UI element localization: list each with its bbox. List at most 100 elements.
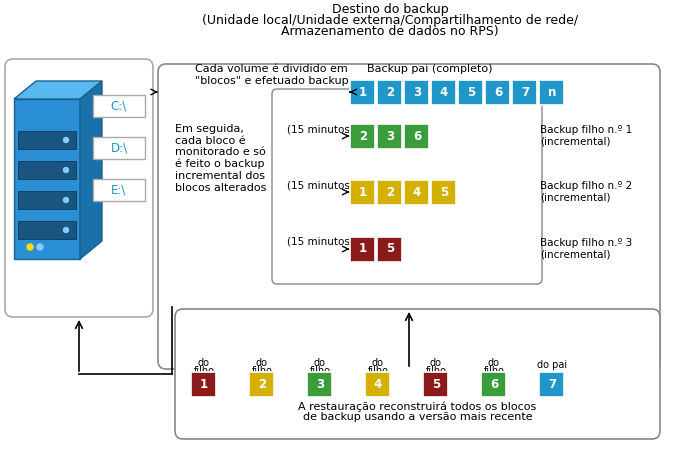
Text: filho: filho [426, 366, 447, 377]
Text: 1: 1 [359, 242, 367, 255]
Circle shape [64, 198, 68, 202]
Text: 3: 3 [413, 85, 421, 98]
Text: do: do [256, 357, 268, 367]
FancyBboxPatch shape [404, 180, 429, 204]
Text: Backup filho n.º 3
(incremental): Backup filho n.º 3 (incremental) [540, 238, 632, 260]
Circle shape [37, 244, 43, 250]
FancyBboxPatch shape [540, 79, 565, 105]
Circle shape [27, 244, 33, 250]
Text: do: do [314, 357, 326, 367]
Text: (15 minutos): (15 minutos) [287, 237, 354, 247]
Text: n.º 1: n.º 1 [483, 375, 506, 386]
Text: n.º 3: n.º 3 [192, 375, 215, 386]
Text: filho: filho [368, 366, 389, 377]
FancyBboxPatch shape [93, 179, 145, 201]
Text: 4: 4 [413, 185, 421, 198]
FancyBboxPatch shape [18, 221, 76, 239]
Text: Armazenamento de dados no RPS): Armazenamento de dados no RPS) [281, 25, 499, 38]
Text: 6: 6 [494, 85, 502, 98]
FancyBboxPatch shape [540, 371, 565, 396]
FancyBboxPatch shape [272, 89, 542, 284]
Text: 7: 7 [521, 85, 529, 98]
Text: n.º 2: n.º 2 [366, 375, 390, 386]
Text: n.º 2: n.º 2 [250, 375, 274, 386]
Circle shape [64, 167, 68, 172]
FancyBboxPatch shape [378, 79, 403, 105]
Text: Em seguida,
cada bloco é
monitorado e só
é feito o backup
incremental dos
blocos: Em seguida, cada bloco é monitorado e só… [175, 124, 266, 193]
FancyBboxPatch shape [5, 59, 153, 317]
Text: n.º 1: n.º 1 [309, 375, 332, 386]
Text: do pai: do pai [537, 360, 567, 370]
FancyBboxPatch shape [366, 371, 391, 396]
Text: filho: filho [251, 366, 273, 377]
Text: 5: 5 [440, 185, 448, 198]
FancyBboxPatch shape [351, 237, 376, 261]
FancyBboxPatch shape [18, 161, 76, 179]
Text: 6: 6 [413, 129, 421, 142]
FancyBboxPatch shape [378, 237, 403, 261]
Text: 2: 2 [386, 85, 394, 98]
Text: 5: 5 [386, 242, 394, 255]
Text: 5: 5 [432, 378, 440, 391]
FancyBboxPatch shape [351, 180, 376, 204]
FancyBboxPatch shape [250, 371, 274, 396]
FancyBboxPatch shape [404, 79, 429, 105]
Text: 1: 1 [200, 378, 208, 391]
Text: (Unidade local/Unidade externa/Compartilhamento de rede/: (Unidade local/Unidade externa/Compartil… [202, 14, 578, 27]
Text: 7: 7 [548, 378, 556, 391]
Text: 2: 2 [359, 129, 367, 142]
FancyBboxPatch shape [512, 79, 538, 105]
Text: Cada volume é dividido em
"blocos" e efetuado backup: Cada volume é dividido em "blocos" e efe… [195, 64, 349, 86]
Text: C:\: C:\ [111, 100, 127, 113]
Text: do: do [198, 357, 210, 367]
Text: 1: 1 [359, 185, 367, 198]
Text: E:\: E:\ [111, 184, 127, 197]
FancyBboxPatch shape [93, 137, 145, 159]
Text: 1: 1 [359, 85, 367, 98]
Text: 4: 4 [440, 85, 448, 98]
Text: n.º 3: n.º 3 [424, 375, 447, 386]
Text: filho: filho [483, 366, 504, 377]
Text: 2: 2 [258, 378, 266, 391]
Text: do: do [372, 357, 384, 367]
Text: 3: 3 [386, 129, 394, 142]
FancyBboxPatch shape [175, 309, 660, 439]
Text: Backup filho n.º 2
(incremental): Backup filho n.º 2 (incremental) [540, 181, 632, 203]
Text: 4: 4 [374, 378, 382, 391]
Polygon shape [14, 81, 102, 99]
Text: 3: 3 [316, 378, 324, 391]
FancyBboxPatch shape [378, 123, 403, 149]
Text: Destino do backup: Destino do backup [332, 3, 448, 16]
Text: 6: 6 [490, 378, 498, 391]
FancyBboxPatch shape [351, 79, 376, 105]
FancyBboxPatch shape [307, 371, 332, 396]
Text: Backup pai (completo): Backup pai (completo) [367, 64, 493, 74]
FancyBboxPatch shape [485, 79, 510, 105]
FancyBboxPatch shape [158, 64, 660, 369]
Text: A restauração reconstruirá todos os blocos: A restauração reconstruirá todos os bloc… [299, 401, 537, 412]
Text: D:\: D:\ [110, 141, 127, 154]
FancyBboxPatch shape [18, 191, 76, 209]
Text: do: do [430, 357, 442, 367]
Text: (15 minutos): (15 minutos) [287, 124, 354, 134]
FancyBboxPatch shape [458, 79, 483, 105]
FancyBboxPatch shape [18, 131, 76, 149]
FancyBboxPatch shape [93, 95, 145, 117]
Text: (15 minutos): (15 minutos) [287, 180, 354, 190]
Text: 5: 5 [467, 85, 475, 98]
FancyBboxPatch shape [404, 123, 429, 149]
FancyBboxPatch shape [14, 99, 80, 259]
Circle shape [64, 137, 68, 142]
FancyBboxPatch shape [192, 371, 217, 396]
FancyBboxPatch shape [431, 79, 456, 105]
FancyBboxPatch shape [481, 371, 506, 396]
Text: do: do [488, 357, 500, 367]
Text: filho: filho [194, 366, 215, 377]
Text: 2: 2 [386, 185, 394, 198]
Text: Backup filho n.º 1
(incremental): Backup filho n.º 1 (incremental) [540, 125, 632, 147]
Polygon shape [80, 81, 102, 259]
FancyBboxPatch shape [378, 180, 403, 204]
Text: n: n [548, 85, 556, 98]
Text: filho: filho [309, 366, 330, 377]
Text: de backup usando a versão mais recente: de backup usando a versão mais recente [303, 413, 532, 423]
